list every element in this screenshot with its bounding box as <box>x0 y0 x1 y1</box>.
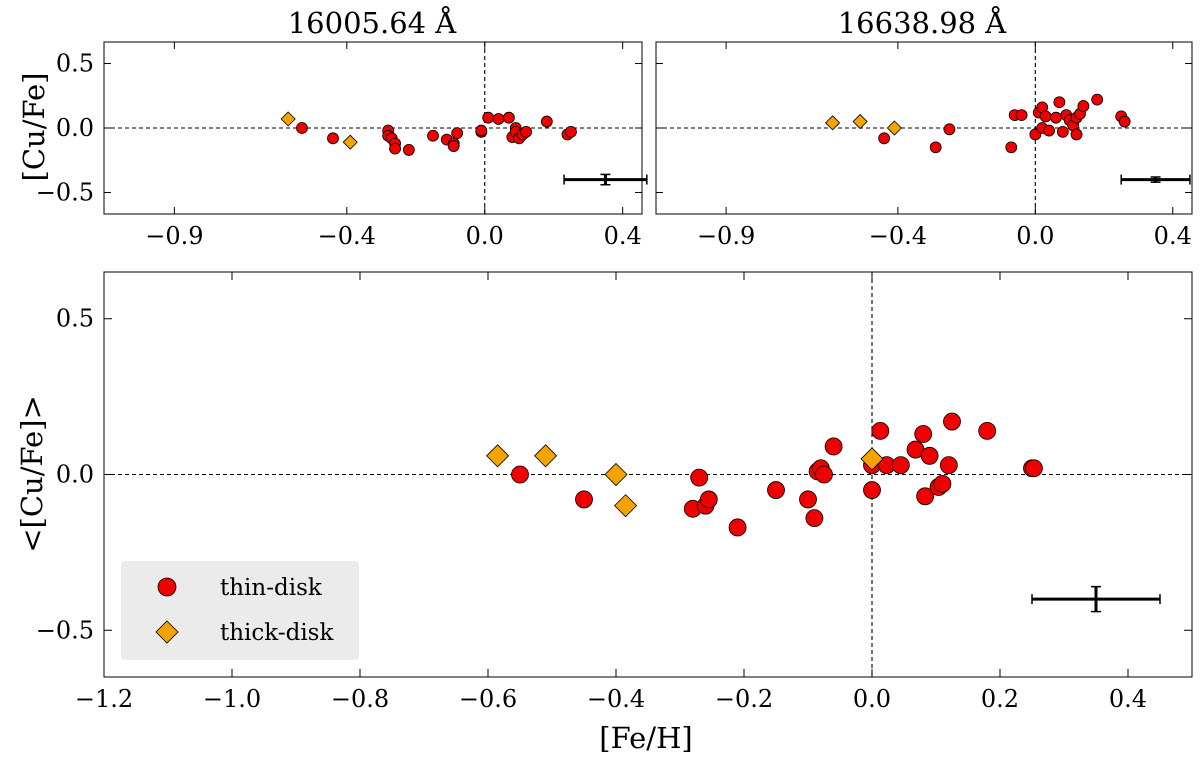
data-point-thin-disk <box>943 123 956 136</box>
x-tick-label: −0.4 <box>587 685 645 713</box>
x-tick-label: 0.2 <box>981 685 1019 713</box>
data-point-thin-disk <box>389 142 401 155</box>
data-point-thin-disk <box>482 111 495 124</box>
x-tick-label: 0.4 <box>1154 222 1192 250</box>
data-point-thin-disk <box>933 474 952 493</box>
x-tick-label: 0.4 <box>1109 685 1147 713</box>
x-tick-label: 0.4 <box>604 222 642 250</box>
legend-marker-thin-disk <box>157 577 177 597</box>
data-point-thin-disk <box>799 490 817 509</box>
legend-label-thin-disk: thin-disk <box>220 575 323 601</box>
data-point-thin-disk <box>502 111 515 124</box>
data-point-thick-disk <box>825 115 841 131</box>
data-point-thin-disk <box>1015 109 1028 122</box>
x-tick-label: −1.0 <box>203 685 261 713</box>
data-point-thick-disk <box>852 113 868 130</box>
data-point-thin-disk <box>929 141 942 154</box>
data-point-thin-disk <box>540 115 553 128</box>
panel-16005: 16005.64 Å [Cu/Fe] −0.9 −0.4 0.0 0.4 0.5 0.0 −… <box>17 5 648 250</box>
data-point-thin-disk <box>878 132 891 145</box>
y-axis-label: [Cu/Fe] <box>17 73 51 182</box>
data-point-thin-disk <box>728 518 747 537</box>
x-tick-label: 0.0 <box>466 222 504 250</box>
data-point-thin-disk <box>1053 96 1066 109</box>
data-point-thin-disk <box>520 125 533 138</box>
legend: thin-disk thick-disk <box>121 561 359 660</box>
data-point-thin-disk <box>1025 459 1043 478</box>
data-point-thin-disk <box>1050 111 1062 124</box>
y-tick-label: 0.0 <box>56 461 94 489</box>
data-point-thin-disk <box>767 481 785 499</box>
data-point-thin-disk <box>914 425 933 443</box>
data-point-thin-disk <box>1077 100 1090 112</box>
x-tick-label: −0.4 <box>869 222 927 250</box>
data-point-thin-disk <box>1005 141 1018 154</box>
data-point-thin-disk <box>475 124 488 137</box>
data-point-thin-disk <box>699 490 718 509</box>
data-point-thin-disk <box>1056 125 1069 138</box>
data-point-thin-disk <box>1070 128 1083 141</box>
panel-title: 16005.64 Å <box>288 5 458 40</box>
x-tick-label: −0.9 <box>697 222 755 250</box>
data-point-thin-disk <box>863 481 881 499</box>
x-tick-label: −0.4 <box>318 222 376 250</box>
data-point-thin-disk <box>1091 93 1104 106</box>
panel-16638: 16638.98 Å −0.9 −0.4 0.0 0.4 <box>655 5 1193 250</box>
panel-title: 16638.98 Å <box>838 5 1008 40</box>
data-point-thin-disk <box>511 465 529 484</box>
data-point-thick-disk <box>280 111 296 127</box>
legend-marker-thick-disk <box>155 620 179 644</box>
data-point-thin-disk <box>978 421 997 440</box>
x-tick-label: −0.8 <box>331 685 389 713</box>
data-point-thin-disk <box>920 446 939 465</box>
data-point-thick-disk <box>886 120 903 136</box>
data-point-thick-disk <box>486 444 510 468</box>
x-tick-label: −0.6 <box>459 685 517 713</box>
data-point-thick-disk <box>614 494 638 518</box>
x-tick-label: 0.0 <box>1016 222 1054 250</box>
data-point-thin-disk <box>451 127 464 140</box>
data-point-thick-disk <box>604 462 628 487</box>
data-point-thin-disk <box>402 144 415 156</box>
panel-mean: [Fe/H] <[Cu/Fe]> thin-disk thick-disk −1… <box>15 271 1193 755</box>
x-tick-label: −0.9 <box>145 222 203 250</box>
data-point-thin-disk <box>815 465 833 484</box>
data-point-thin-disk <box>916 487 935 506</box>
y-tick-label: −0.5 <box>36 616 94 644</box>
data-point-thin-disk <box>296 122 308 134</box>
data-point-thin-disk <box>427 129 439 142</box>
data-point-thin-disk <box>690 468 709 487</box>
data-point-thick-disk <box>534 444 558 468</box>
x-tick-label: −1.2 <box>75 685 133 713</box>
data-point-thin-disk <box>939 456 958 475</box>
legend-label-thick-disk: thick-disk <box>220 620 334 646</box>
y-tick-label: 0.0 <box>56 114 94 142</box>
data-point-thin-disk <box>575 490 593 509</box>
data-point-thin-disk <box>943 412 961 431</box>
y-axis-label: <[Cu/Fe]> <box>15 395 49 553</box>
y-tick-label: −0.5 <box>36 178 94 206</box>
data-point-thin-disk <box>1118 115 1131 128</box>
x-axis-label: [Fe/H] <box>599 721 692 755</box>
data-point-thin-disk <box>1039 110 1052 123</box>
x-tick-label: 0.0 <box>853 685 891 713</box>
data-point-thin-disk <box>805 509 824 528</box>
data-point-thin-disk <box>327 132 339 145</box>
data-point-thin-disk <box>447 140 460 152</box>
data-point-thick-disk <box>342 134 358 150</box>
data-point-thin-disk <box>871 421 890 440</box>
data-point-thin-disk <box>824 437 843 456</box>
y-tick-label: 0.5 <box>56 305 94 333</box>
x-tick-label: −0.2 <box>715 685 773 713</box>
data-point-thin-disk <box>492 113 505 125</box>
y-tick-label: 0.5 <box>56 50 94 78</box>
data-point-thin-disk <box>565 125 577 138</box>
data-point-thin-disk <box>891 456 910 475</box>
legend-frame <box>121 561 359 660</box>
data-point-thin-disk <box>1043 124 1055 137</box>
data-point-thick-disk <box>860 447 884 471</box>
